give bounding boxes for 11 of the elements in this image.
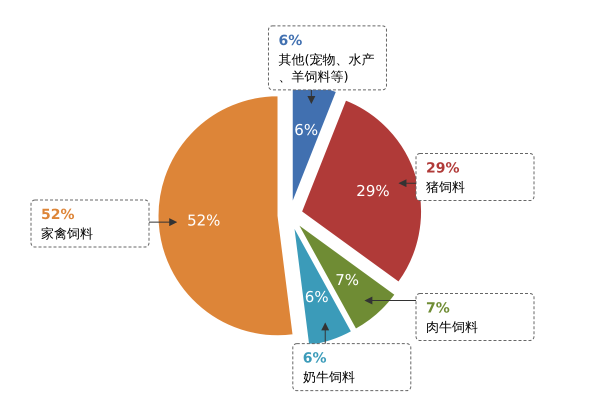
- slice: 52%: [158, 95, 294, 336]
- data-label: 29%: [356, 182, 390, 200]
- data-label: 6%: [304, 288, 329, 306]
- data-label: 52%: [187, 211, 220, 230]
- data-label: 7%: [335, 270, 360, 289]
- slice-label: 家禽饲料: [41, 226, 93, 242]
- slice-label: 其他(宠物、水产、羊饲料等): [278, 52, 375, 85]
- slice-label: 猪饲料: [426, 180, 465, 196]
- slice-label: 奶牛饲料: [302, 370, 355, 386]
- slice-label: 肉牛饲料: [426, 320, 478, 336]
- data-label: 6%: [294, 121, 318, 140]
